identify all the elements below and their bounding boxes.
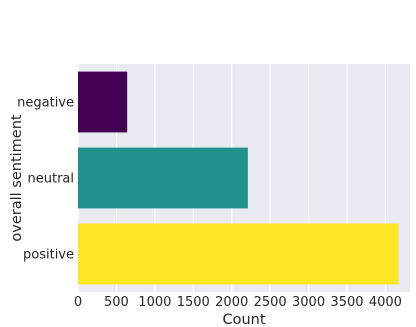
x-tick-label: 0	[74, 295, 82, 310]
x-tick-label: 1500	[177, 295, 210, 310]
x-tick-label: 2500	[254, 295, 287, 310]
bar-positive	[78, 223, 399, 285]
x-tick-label: 3000	[292, 295, 325, 310]
x-tick-label: 500	[104, 295, 129, 310]
bars	[78, 71, 399, 285]
x-tick-label: 3500	[330, 295, 363, 310]
bar-negative	[78, 71, 128, 133]
x-tick-labels: 0 500 1000 1500 2000 2500 3000 3500 4000	[74, 295, 402, 310]
x-tick-label: 1000	[138, 295, 171, 310]
y-tick-label-neutral: neutral	[28, 172, 75, 187]
y-tick-label-negative: negative	[17, 96, 74, 111]
x-axis-label: Count	[222, 312, 265, 327]
bar-neutral	[78, 147, 248, 209]
x-tick-label: 2000	[215, 295, 248, 310]
y-axis-label: overall sentiment	[9, 114, 25, 242]
x-tick-label: 4000	[369, 295, 402, 310]
y-tick-labels: negative neutral positive	[17, 96, 74, 263]
y-tick-label-positive: positive	[23, 248, 74, 263]
